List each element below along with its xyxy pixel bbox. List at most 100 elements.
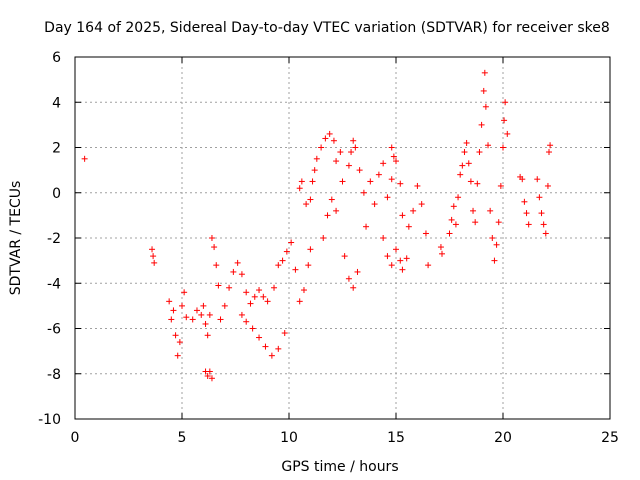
data-point: [448, 216, 455, 223]
data-point: [275, 345, 282, 352]
data-point: [478, 121, 485, 128]
data-point: [380, 235, 387, 241]
data-point: [345, 275, 352, 282]
data-point: [200, 302, 207, 309]
data-points: [81, 69, 554, 382]
data-point: [208, 235, 215, 241]
x-tick-label: 15: [387, 430, 405, 446]
data-point: [166, 298, 173, 305]
data-point: [519, 176, 526, 183]
data-point: [305, 262, 312, 269]
data-point: [256, 334, 263, 341]
data-point: [465, 160, 472, 167]
data-point: [390, 153, 397, 160]
data-point: [403, 255, 410, 262]
data-point: [179, 302, 185, 309]
data-point: [493, 241, 500, 248]
data-point: [307, 246, 314, 253]
data-point: [339, 178, 346, 185]
data-point: [481, 69, 488, 76]
data-point: [243, 289, 250, 296]
data-point: [193, 307, 200, 314]
data-point: [399, 266, 406, 273]
data-point: [463, 139, 470, 146]
data-point: [461, 149, 468, 156]
data-point: [271, 284, 278, 291]
data-point: [452, 221, 459, 228]
data-point: [221, 302, 228, 309]
x-tick-label: 5: [178, 430, 187, 446]
data-point: [397, 180, 404, 187]
y-tick-label: -2: [47, 231, 61, 247]
data-point: [318, 144, 325, 151]
data-point: [418, 201, 425, 208]
data-point: [296, 298, 303, 305]
data-point: [467, 178, 474, 185]
data-point: [260, 293, 267, 300]
data-point: [474, 180, 481, 187]
data-point: [341, 253, 348, 260]
data-point: [176, 339, 183, 346]
y-tick-label: 2: [52, 141, 61, 157]
data-point: [206, 311, 213, 318]
data-point: [470, 207, 477, 214]
data-point: [204, 373, 211, 380]
data-point: [311, 167, 318, 174]
y-tick-label: -10: [38, 412, 61, 428]
data-point: [333, 207, 340, 214]
data-point: [380, 160, 387, 167]
data-point: [352, 144, 359, 151]
data-point: [322, 135, 329, 142]
data-point: [371, 201, 378, 208]
x-axis-label: GPS time / hours: [281, 459, 398, 475]
data-point: [457, 171, 464, 178]
data-point: [500, 144, 506, 151]
y-tick-label: -6: [47, 322, 61, 338]
data-point: [410, 207, 417, 214]
data-point: [538, 210, 545, 217]
data-point: [384, 194, 391, 201]
data-point: [206, 368, 213, 375]
data-point: [320, 235, 327, 241]
data-point: [476, 149, 483, 156]
data-point: [213, 262, 220, 269]
data-point: [330, 137, 337, 144]
data-point: [502, 99, 509, 106]
data-point: [375, 171, 382, 178]
data-point: [181, 289, 188, 296]
data-point: [264, 298, 271, 305]
data-point: [459, 162, 466, 169]
data-point: [256, 287, 263, 294]
data-point: [521, 198, 528, 205]
y-tick-label: 0: [52, 186, 61, 202]
data-point: [534, 176, 541, 183]
data-point: [388, 176, 395, 183]
data-point: [217, 316, 224, 323]
data-point: [491, 257, 498, 264]
data-point: [337, 149, 344, 156]
data-point: [198, 311, 205, 318]
data-point: [81, 155, 88, 162]
data-point: [487, 207, 494, 214]
data-point: [326, 130, 333, 137]
y-tick-label: 4: [52, 95, 61, 111]
data-point: [354, 268, 361, 275]
data-point: [480, 87, 487, 94]
data-point: [183, 314, 190, 321]
data-point: [422, 230, 429, 237]
data-point: [262, 343, 269, 350]
data-point: [300, 287, 307, 294]
data-point: [384, 253, 391, 260]
data-point: [525, 221, 532, 228]
data-point: [296, 185, 303, 192]
data-point: [450, 203, 457, 210]
data-point: [388, 262, 395, 269]
data-point: [360, 189, 367, 196]
data-point: [495, 219, 502, 226]
data-point: [546, 149, 553, 156]
data-point: [303, 201, 310, 208]
data-point: [393, 246, 399, 253]
data-point: [234, 259, 241, 266]
data-point: [243, 318, 250, 325]
data-point: [151, 259, 158, 266]
